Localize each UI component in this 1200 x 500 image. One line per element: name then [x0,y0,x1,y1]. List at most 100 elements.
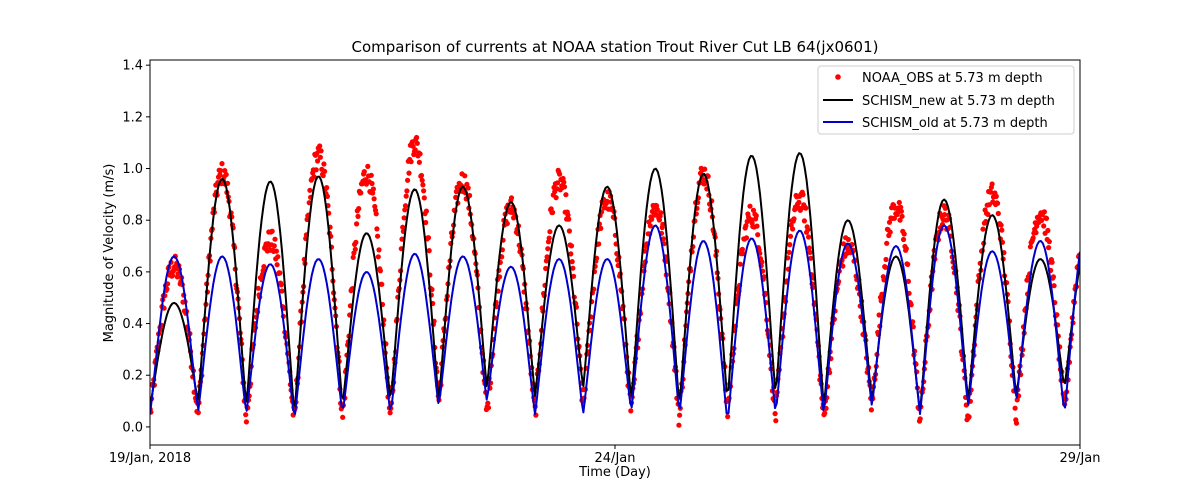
legend-marker-obs [835,74,841,80]
obs-point [313,167,319,173]
obs-point [905,278,912,284]
obs-point [358,190,364,196]
obs-point [412,147,418,153]
obs-point [425,235,432,241]
obs-point [243,419,249,425]
obs-point [169,272,176,279]
obs-point [739,246,746,252]
obs-point [405,177,411,183]
obs-point [561,179,567,185]
y-tick-label: 0.0 [122,420,143,435]
obs-point [554,180,561,186]
obs-point [753,213,759,219]
obs-point [886,219,893,225]
obs-point [563,192,569,198]
obs-point [399,236,405,242]
legend: NOAA_OBS at 5.73 m depth SCHISM_new at 5… [817,65,1075,135]
obs-point [566,216,572,222]
obs-point [887,229,893,235]
obs-point [676,422,682,428]
obs-point [604,198,610,204]
obs-point [322,168,328,174]
obs-point [356,206,362,212]
obs-point [773,418,779,424]
y-tick-label: 0.8 [122,214,143,229]
obs-point [402,203,409,209]
obs-point [755,232,761,238]
obs-point [372,203,378,210]
obs-point [654,206,660,212]
obs-point [546,235,552,241]
obs-point [375,233,381,239]
obs-point [1050,274,1056,280]
obs-point [354,221,360,227]
obs-point [647,223,653,229]
obs-point [406,170,412,176]
obs-point [311,174,317,180]
obs-point [658,210,664,216]
obs-point [355,213,361,219]
obs-point [568,251,574,257]
obs-point [806,245,812,251]
obs-point [1027,244,1033,250]
obs-point [508,195,515,201]
obs-point [786,249,792,255]
obs-point [307,187,313,193]
obs-point [1049,259,1055,265]
obs-point [569,259,575,265]
obs-point [423,219,429,226]
obs-point [1033,230,1039,236]
obs-point [485,405,492,411]
obs-point [1039,217,1045,223]
obs-point [279,288,285,294]
obs-point [808,255,814,261]
obs-point [787,242,793,248]
obs-point [243,412,249,418]
obs-point [660,221,666,227]
obs-point [408,159,414,165]
obs-point [219,161,225,167]
obs-point [898,204,904,210]
obs-point [370,190,376,196]
obs-point [1030,235,1036,241]
obs-point [1041,223,1047,229]
x-tick-label: 19/Jan, 2018 [109,451,191,466]
obs-point [995,200,1001,206]
obs-point [565,212,571,218]
obs-point [1012,405,1018,411]
obs-point [271,243,277,249]
obs-point [570,265,576,271]
obs-point [368,172,374,178]
obs-point [1045,227,1051,234]
obs-point [985,211,991,217]
obs-point [553,195,559,201]
obs-point [260,267,266,274]
obs-point [376,247,382,253]
x-tick-label: 29/Jan [1060,451,1101,466]
obs-point [414,140,420,146]
obs-point [796,199,802,205]
obs-point [419,177,425,183]
obs-point [273,248,279,254]
obs-point [998,222,1004,228]
obs-point [942,212,948,218]
obs-point [352,246,358,252]
obs-point [277,270,283,276]
obs-point [900,236,907,243]
series-schism-old-line [150,224,1080,415]
obs-point [899,213,905,219]
y-tick-label: 1.2 [122,110,143,125]
x-axis-label: Time (Day) [578,465,651,480]
obs-point [361,169,367,175]
obs-point [365,163,371,169]
obs-point [917,416,923,422]
obs-point [702,166,708,172]
obs-point [566,228,573,234]
obs-point [485,400,491,406]
obs-point [371,196,377,202]
legend-label-old: SCHISM_old at 5.73 m depth [862,116,1048,131]
obs-point [737,261,743,267]
obs-point [318,148,324,154]
x-tick-label: 24/Jan [595,451,636,466]
